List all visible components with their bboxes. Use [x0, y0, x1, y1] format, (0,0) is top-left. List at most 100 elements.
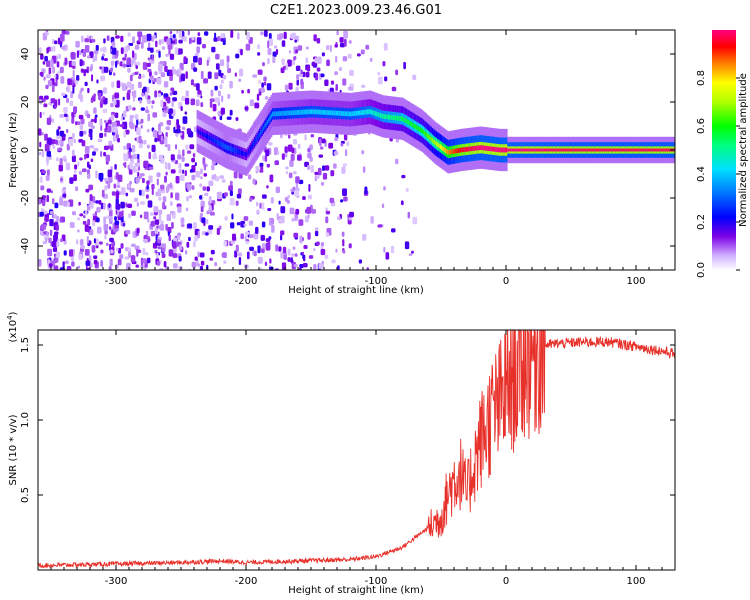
spectrogram-cell — [115, 247, 119, 252]
spectrogram-ridge-cell — [351, 111, 353, 117]
spectrogram-ridge-cell — [408, 120, 411, 126]
spectrogram-ridge-cell — [637, 148, 639, 152]
spectrogram-cell — [47, 137, 52, 146]
spectrogram-ridge-cell — [532, 148, 534, 152]
spectrogram-cell — [268, 38, 273, 46]
spectrogram-cell — [61, 92, 66, 97]
spectrogram-cell — [151, 183, 155, 190]
spectrogram-ridge-cell — [482, 145, 485, 151]
spectrogram-x-tick-label: -100 — [365, 276, 388, 287]
spectrogram-cell — [136, 127, 141, 136]
spectrogram-cell — [304, 134, 307, 141]
spectrogram-cell — [307, 232, 311, 240]
spectrogram-cell — [74, 164, 78, 170]
spectrogram-cell — [182, 116, 188, 124]
snr-x-ticks: -300 -200 -100 0 100 — [50, 330, 676, 587]
spectrogram-cell — [127, 32, 131, 37]
spectrogram-ridge-cell — [574, 148, 577, 152]
spectrogram-cell — [140, 264, 144, 269]
spectrogram-cell — [185, 144, 189, 150]
spectrogram-ridge-cell — [321, 109, 323, 115]
spectrogram-cell — [53, 265, 59, 270]
spectrogram-cell — [170, 192, 173, 199]
spectrogram-cell — [206, 186, 210, 192]
spectrogram-cell — [140, 41, 144, 49]
spectrogram-cell — [114, 112, 119, 119]
spectrogram-cell — [42, 61, 46, 65]
spectrogram-ridge-cell — [373, 110, 375, 116]
spectrogram-cell — [136, 202, 140, 207]
spectrogram-cell — [214, 85, 218, 91]
spectrogram-cell — [151, 54, 154, 61]
spectrogram-cell — [349, 211, 354, 218]
spectrogram-ridge-cell — [262, 125, 265, 131]
spectrogram-ridge-cell — [533, 148, 535, 152]
spectrogram-ridge-cell — [222, 143, 225, 148]
spectrogram-cell — [166, 120, 170, 125]
spectrogram-ridge-cell — [615, 148, 617, 152]
spectrogram-ridge-cell — [454, 148, 456, 154]
spectrogram-cell — [220, 79, 224, 84]
spectrogram-ridge-cell — [611, 148, 613, 152]
spectrogram-ridge-cell — [243, 151, 245, 157]
spectrogram-ridge-cell — [629, 148, 632, 152]
spectrogram-cell — [261, 221, 266, 228]
spectrogram-ridge-cell — [304, 109, 307, 115]
spectrogram-ridge-cell — [612, 148, 615, 152]
spectrogram-cell — [88, 164, 91, 170]
spectrogram-ridge-cell — [486, 146, 489, 151]
spectrogram-ridge-cell — [483, 145, 486, 151]
spectrogram-cell — [115, 191, 120, 199]
spectrogram-ridge-cell — [197, 129, 200, 135]
spectrogram-cell — [214, 176, 220, 182]
spectrogram-cell — [246, 251, 250, 260]
spectrogram-cell — [159, 78, 162, 85]
spectrogram-ridge-cell — [565, 148, 568, 152]
spectrogram-cell — [78, 114, 84, 120]
spectrogram-cell — [71, 112, 74, 118]
spectrogram-cell — [141, 92, 145, 97]
spectrogram-cell — [407, 211, 410, 219]
spectrogram-cell — [95, 170, 98, 179]
spectrogram-cell — [213, 37, 218, 42]
spectrogram-cell — [93, 93, 96, 98]
spectrogram-cell — [153, 216, 157, 220]
spectrogram-cell — [68, 138, 73, 147]
spectrogram-cell — [157, 64, 163, 72]
spectrogram-ridge-cell — [301, 109, 304, 115]
spectrogram-cell — [361, 84, 366, 88]
spectrogram-ridge-cell — [641, 148, 643, 152]
spectrogram-cell — [136, 227, 140, 234]
spectrogram-cell — [307, 214, 310, 219]
spectrogram-cell — [43, 103, 48, 108]
spectrogram-cell — [262, 62, 265, 67]
spectrogram-cell — [316, 67, 321, 72]
spectrogram-cell — [198, 57, 202, 66]
spectrogram-ridge-cell — [461, 147, 464, 153]
spectrogram-ridge-cell — [663, 148, 665, 152]
spectrogram-cell — [107, 176, 113, 183]
spectrogram-cell — [52, 145, 56, 150]
spectrogram-cell — [190, 98, 196, 106]
spectrogram-cell — [187, 183, 191, 191]
spectrogram-cell — [223, 260, 227, 264]
spectrogram-cell — [249, 246, 254, 251]
spectrogram-cell — [82, 49, 87, 57]
spectrogram-cell — [377, 71, 381, 76]
spectrogram-cell — [165, 186, 169, 194]
spectrogram-cell — [158, 50, 161, 58]
spectrogram-cell — [41, 170, 47, 174]
spectrogram-cell — [60, 76, 65, 84]
spectrogram-cell — [84, 154, 87, 160]
spectrogram-cell — [41, 223, 47, 230]
spectrogram-cell — [132, 72, 135, 76]
colorbar-gradient — [712, 30, 736, 270]
spectrogram-cell — [123, 145, 128, 150]
spectrogram-cell — [178, 48, 183, 55]
spectrogram-cell — [178, 39, 183, 44]
spectrogram-cell — [102, 87, 108, 94]
spectrogram-cell — [245, 240, 250, 244]
spectrogram-cell — [203, 173, 208, 177]
spectrogram-cell — [124, 247, 128, 252]
spectrogram-cell — [305, 46, 309, 50]
